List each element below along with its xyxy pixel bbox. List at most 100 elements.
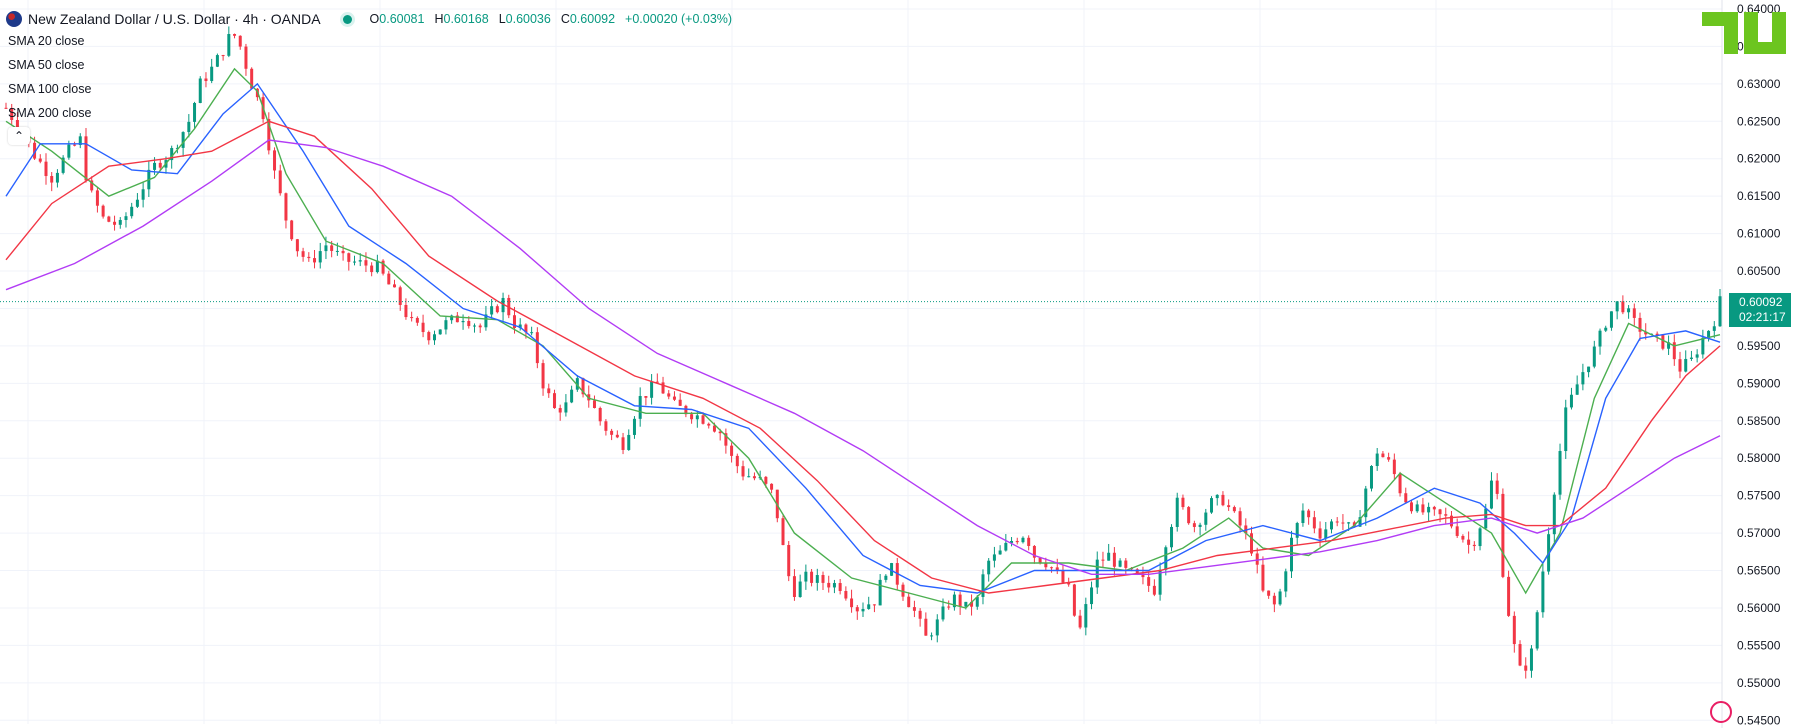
candle-body (472, 325, 476, 327)
bar-countdown: 02:21:17 (1739, 309, 1786, 324)
candle-body (832, 583, 836, 588)
candle-body (844, 590, 848, 599)
ohlc-close: C0.60092 (560, 12, 616, 26)
candle-body (638, 396, 642, 419)
candle-body (518, 324, 522, 329)
candle-body (67, 144, 71, 158)
candle-body (421, 322, 425, 333)
candle-body (850, 598, 854, 608)
legend-sma-50[interactable]: SMA 50 close (8, 58, 85, 72)
symbol-title[interactable]: New Zealand Dollar / U.S. Dollar · 4h · … (28, 11, 321, 27)
candle-body (1112, 552, 1116, 567)
candle-body (318, 251, 322, 263)
candle-body (867, 604, 871, 609)
candle-body (1107, 552, 1111, 561)
candle-body (952, 594, 956, 608)
legend-sma-20[interactable]: SMA 20 close (8, 34, 85, 48)
candle-body (1592, 346, 1596, 367)
candle-body (1415, 504, 1419, 512)
candle-body (1187, 507, 1191, 524)
candle-body (890, 563, 894, 576)
candle-body (861, 608, 865, 612)
candle-body (284, 193, 288, 221)
candle-body (810, 571, 814, 583)
candle-body (981, 574, 985, 597)
candle-body (358, 260, 362, 262)
candle-body (1381, 453, 1385, 458)
market-status-icon[interactable] (342, 14, 352, 24)
candle-body (10, 107, 14, 120)
candle-body (215, 55, 219, 67)
candle-body (1232, 507, 1236, 512)
candle-body (290, 220, 294, 240)
reset-chart-icon[interactable] (1710, 701, 1732, 723)
candle-body (1444, 514, 1448, 516)
candle-body (1689, 357, 1693, 359)
candle-body (244, 46, 248, 69)
candle-body (1152, 585, 1156, 595)
candle-body (1295, 523, 1299, 538)
candle-body (872, 604, 876, 606)
candle-body (804, 571, 808, 582)
candle-body (427, 332, 431, 341)
candle-body (512, 315, 516, 329)
candle-body (987, 560, 991, 575)
legend-sma-200[interactable]: SMA 200 close (8, 106, 92, 120)
price-change: +0.00020 (+0.03%) (625, 12, 733, 26)
candle-body (1387, 457, 1391, 460)
candle-body (4, 107, 8, 109)
candle-body (227, 34, 231, 56)
candle-body (907, 596, 911, 608)
candle-body (1398, 474, 1402, 494)
candle-body (1489, 480, 1493, 509)
candle-body (621, 437, 625, 450)
candle-body (672, 396, 676, 400)
candle-body (821, 575, 825, 583)
candle-body (1301, 510, 1305, 524)
candle-body (1078, 615, 1082, 628)
ohlc-low: L0.60036 (498, 12, 551, 26)
candle-body (1409, 502, 1413, 512)
candle-body (878, 579, 882, 606)
candle-body (575, 378, 579, 390)
legend-sma-100[interactable]: SMA 100 close (8, 82, 92, 96)
y-tick-label: 0.55000 (1737, 676, 1781, 690)
candle-body (1181, 497, 1185, 508)
candle-body (370, 265, 374, 273)
candle-body (1021, 537, 1025, 543)
candle-body (1375, 453, 1379, 466)
collapse-legend-button[interactable]: ⌃ (8, 127, 30, 145)
candle-body (1529, 648, 1533, 671)
candle-body (1198, 524, 1202, 527)
candle-body (301, 251, 305, 257)
candle-body (1341, 522, 1345, 524)
candle-body (238, 35, 242, 47)
candle-body (747, 476, 751, 478)
candle-body (530, 332, 534, 334)
candle-body (701, 415, 705, 424)
candle-body (221, 55, 225, 57)
candle-body (78, 136, 82, 145)
candle-body (1244, 525, 1248, 534)
candle-body (1615, 301, 1619, 312)
candle-body (158, 162, 162, 168)
candle-body (615, 434, 619, 438)
candle-body (901, 584, 905, 597)
candle-body (1655, 333, 1659, 336)
candle-body (1364, 488, 1368, 518)
candle-body (1095, 559, 1099, 588)
candle-body (170, 148, 174, 161)
y-tick-label: 0.59500 (1737, 339, 1781, 353)
candle-body (1575, 384, 1579, 395)
candle-body (924, 618, 928, 636)
candle-body (1587, 366, 1591, 373)
candle-body (741, 466, 745, 477)
candle-body (1712, 326, 1716, 331)
candle-body (1278, 591, 1282, 605)
candle-body (667, 393, 671, 397)
candle-body (1718, 296, 1722, 327)
candle-body (124, 216, 128, 220)
candle-body (1141, 573, 1145, 578)
